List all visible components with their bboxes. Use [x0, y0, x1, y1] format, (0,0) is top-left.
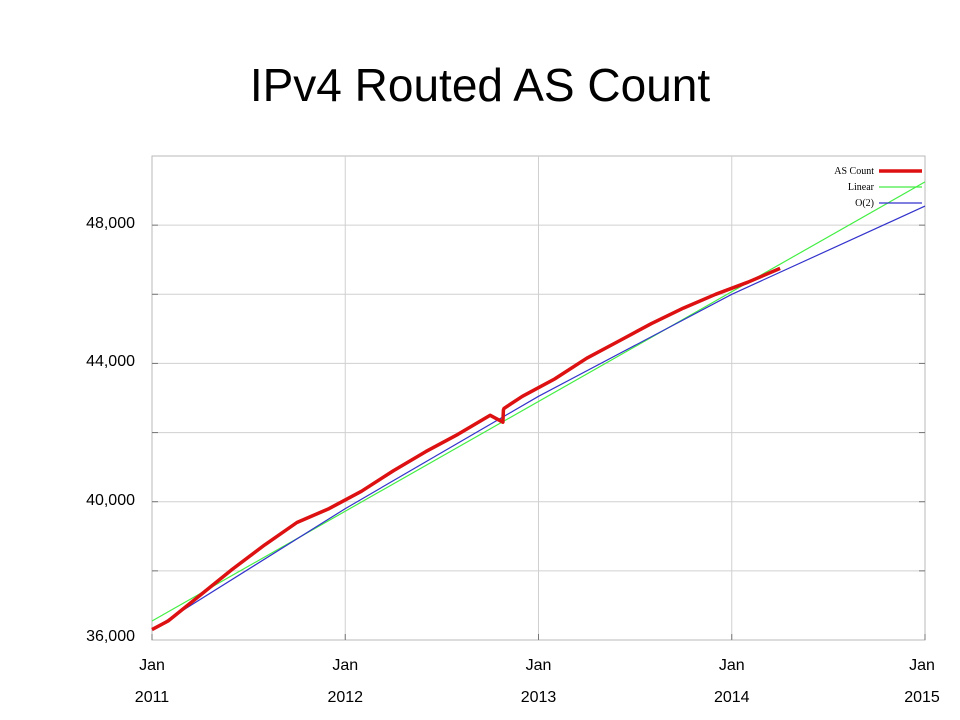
- chart-title: IPv4 Routed AS Count: [249, 59, 711, 111]
- x-tick-label: Jan 2013: [499, 650, 579, 714]
- series-line-linear: [151, 181, 926, 622]
- x-tick-year: 2014: [713, 689, 750, 706]
- legend-label: O(2): [855, 198, 874, 209]
- grid-lines: [152, 156, 925, 640]
- x-tick-year: 2013: [520, 689, 557, 706]
- y-tick-label: 36,000: [86, 628, 135, 645]
- y-tick-label: 44,000: [86, 353, 135, 371]
- x-tick-month: Jan: [525, 657, 552, 674]
- legend: AS Count Linear O(2): [834, 166, 922, 209]
- x-tick-month: Jan: [332, 657, 359, 674]
- x-tick-year: 2011: [134, 689, 170, 706]
- legend-label: AS Count: [834, 166, 874, 177]
- x-tick-label: Jan 2011: [112, 650, 192, 714]
- x-tick-label: Jan 2014: [692, 650, 772, 714]
- x-tick-month: Jan: [139, 657, 165, 674]
- x-tick-year: 2012: [327, 689, 364, 706]
- legend-label: Linear: [848, 182, 875, 193]
- y-tick-label: 40,000: [86, 491, 135, 509]
- tick-marks: [151, 224, 926, 640]
- series-line-o-2: [151, 205, 926, 631]
- x-tick-label: Jan 2015: [882, 650, 960, 714]
- x-tick-month: Jan: [718, 657, 745, 674]
- series-line-as-count: [151, 266, 781, 632]
- series-lines: [151, 181, 926, 632]
- y-tick-label: 48,000: [86, 215, 135, 233]
- x-tick-label: Jan 2012: [305, 650, 385, 714]
- x-tick-year: 2015: [904, 689, 940, 706]
- x-tick-month: Jan: [909, 657, 935, 674]
